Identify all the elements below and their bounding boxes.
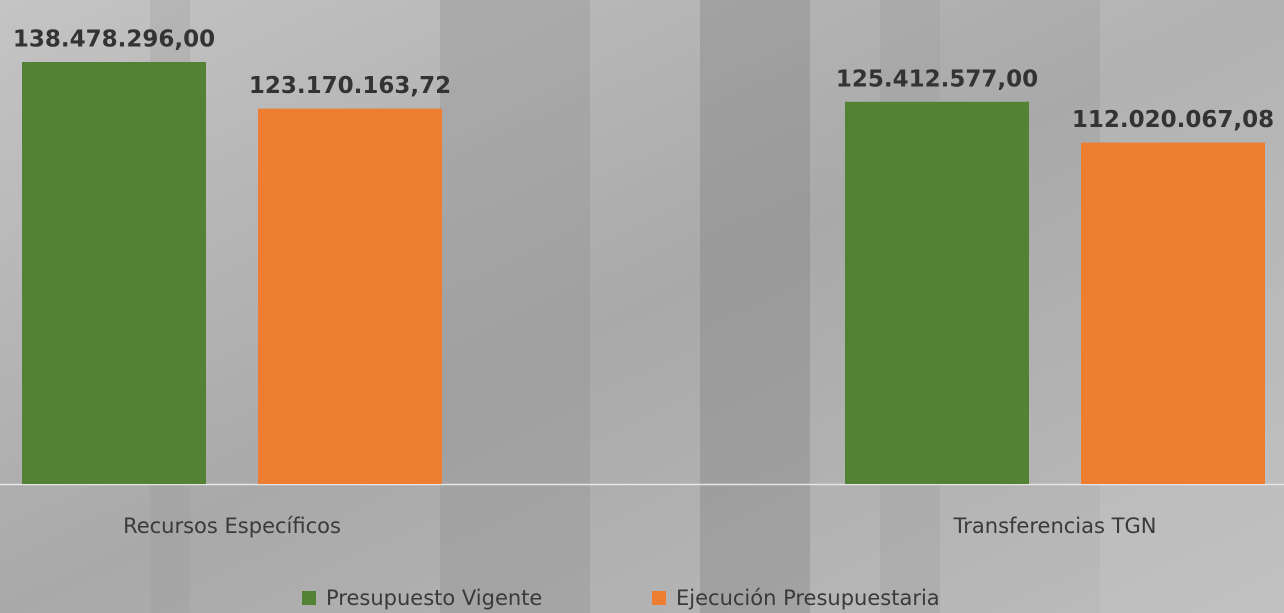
x-tick-label: Recursos Específicos [123,514,341,538]
bar [845,102,1029,484]
legend-label: Presupuesto Vigente [326,586,542,610]
chart: Recursos Específicos 138.478.296,00 123.17… [0,0,1284,613]
legend-label: Ejecución Presupuestaria [676,586,940,610]
legend-swatch [652,591,666,605]
x-tick-label: Transferencias TGN [953,514,1157,538]
legend-swatch [302,591,316,605]
value-label: 125.412.577,00 [836,66,1038,92]
bar [258,109,442,484]
value-label: 138.478.296,00 [13,26,215,52]
value-label: 123.170.163,72 [249,73,451,99]
value-label: 112.020.067,08 [1072,107,1274,133]
bar [1081,143,1265,484]
bar [22,62,206,484]
